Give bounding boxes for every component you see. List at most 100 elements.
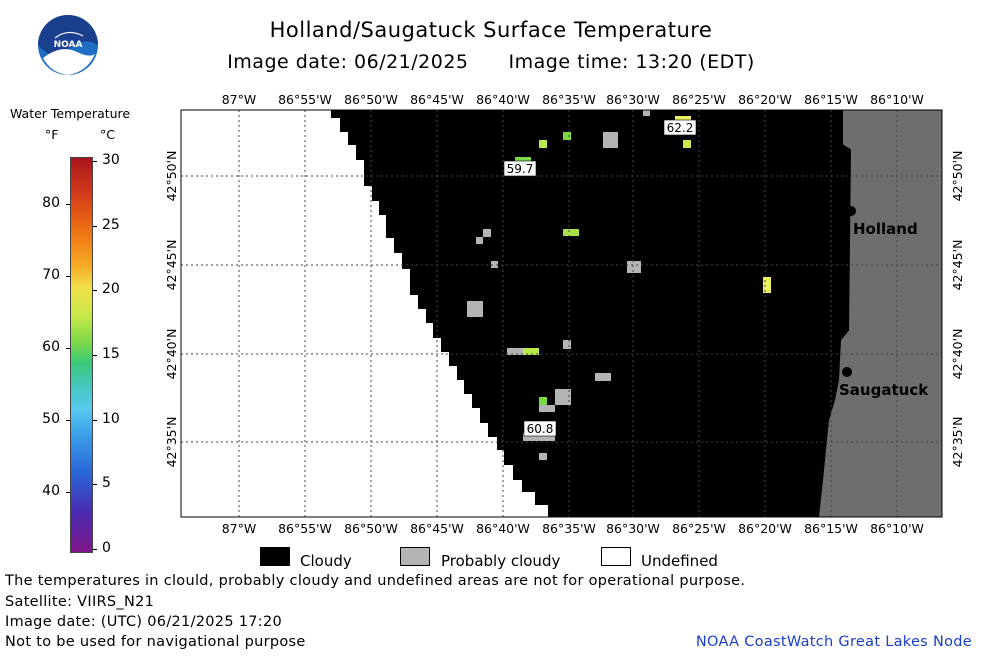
cloudy-swatch — [260, 547, 290, 566]
saugatuck-marker-icon — [842, 367, 852, 377]
temperature-pixel — [515, 157, 531, 163]
lat-labels-right: 42°50'N 42°45'N 42°40'N 42°35'N — [950, 151, 965, 468]
fahrenheit-tick-label: 40 — [42, 482, 60, 499]
lon-label: 86°30'W — [606, 92, 660, 107]
temp-label: 60.8 — [527, 422, 554, 436]
lon-label: 86°45'W — [410, 92, 464, 107]
probably-cloudy-patch — [563, 340, 571, 349]
probably-cloudy-swatch — [400, 547, 430, 566]
lon-label: 86°15'W — [804, 521, 858, 536]
fahrenheit-tick-label: 60 — [42, 338, 60, 355]
celsius-tick-mark — [93, 549, 97, 550]
probably-cloudy-label: Probably cloudy — [441, 552, 561, 570]
lon-label: 86°20'W — [738, 92, 792, 107]
probably-cloudy-patch — [523, 433, 555, 441]
map-frame — [180, 109, 943, 518]
temperature-pixel — [539, 140, 547, 148]
celsius-tick-label: 10 — [102, 410, 120, 427]
unit-fahrenheit: °F — [45, 127, 59, 142]
lon-label: 86°45'W — [410, 521, 464, 536]
lat-label: 42°50'N — [164, 151, 179, 202]
lon-label: 86°55'W — [278, 521, 332, 536]
probably-cloudy-patch — [539, 453, 547, 460]
image-date: Image date: 06/21/2025 — [227, 51, 469, 73]
fahrenheit-tick-label: 80 — [42, 195, 60, 212]
probably-cloudy-patch — [539, 405, 555, 412]
lon-label: 86°50'W — [344, 92, 398, 107]
noaa-logo-icon: NOAA — [38, 15, 98, 75]
probably-cloudy-patch — [507, 348, 531, 355]
celsius-tick-label: 15 — [102, 346, 120, 362]
lon-label: 87°W — [222, 521, 257, 536]
lon-label: 86°40'W — [476, 92, 530, 107]
lon-label: 86°35'W — [542, 521, 596, 536]
undefined-label: Undefined — [641, 552, 718, 570]
lon-label: 86°55'W — [278, 92, 332, 107]
celsius-tick-mark — [93, 355, 97, 356]
operational-note: The temperatures in clould, probably clo… — [5, 573, 746, 589]
lat-label: 42°35'N — [164, 417, 179, 468]
map-title: Holland/Saugatuck Surface Temperature — [269, 18, 713, 42]
probably-cloudy-patch — [643, 110, 650, 116]
fahrenheit-tick-mark — [66, 491, 70, 493]
holland-marker-icon — [846, 206, 856, 216]
celsius-tick-mark — [93, 419, 97, 421]
navigation-note: Not to be used for navigational purpose — [5, 634, 306, 650]
probably-cloudy-patch — [483, 229, 491, 237]
city-label-saugatuck: Saugatuck — [839, 381, 929, 399]
lon-label: 86°40'W — [476, 521, 530, 536]
probably-cloudy-patch — [476, 237, 483, 244]
lat-gridlines — [181, 175, 942, 443]
lon-label: 86°35'W — [542, 92, 596, 107]
lon-label: 86°50'W — [344, 521, 398, 536]
shoreline — [817, 110, 852, 518]
undefined-swatch — [601, 547, 631, 566]
logo-text: NOAA — [54, 40, 83, 50]
fahrenheit-tick-mark — [66, 347, 70, 349]
temperature-colorbar — [70, 157, 93, 553]
lat-label: 42°40'N — [164, 329, 179, 380]
lat-label: 42°50'N — [950, 151, 965, 202]
image-datetime: Image date: 06/21/2025 Image time: 13:20 … — [0, 51, 982, 73]
land-area — [818, 110, 942, 517]
unit-celsius: °C — [100, 127, 115, 142]
cloudy-label: Cloudy — [300, 552, 352, 570]
celsius-tick-label: 5 — [102, 475, 111, 492]
lat-label: 42°35'N — [950, 417, 965, 468]
fahrenheit-tick-label: 50 — [42, 410, 60, 427]
lon-label: 86°10'W — [870, 521, 924, 536]
lon-label: 86°25'W — [672, 521, 726, 536]
lat-labels-left: 42°50'N 42°45'N 42°40'N 42°35'N — [164, 151, 179, 468]
probably-cloudy-patch — [467, 301, 483, 317]
lon-label: 87°W — [222, 92, 257, 107]
lon-label: 86°20'W — [738, 521, 792, 536]
temperature-pixel — [683, 140, 691, 148]
fahrenheit-tick-mark — [66, 419, 70, 421]
probably-cloudy-patch — [595, 373, 611, 381]
fahrenheit-tick-label: 70 — [42, 266, 60, 283]
temperature-pixel — [563, 132, 571, 140]
image-time: Image time: 13:20 (EDT) — [508, 51, 755, 73]
lon-label: 86°30'W — [606, 521, 660, 536]
city-label-holland: Holland — [853, 220, 918, 238]
celsius-tick-label: 25 — [102, 216, 120, 233]
probably-cloudy-patch — [555, 389, 571, 405]
cloudy-lake-area — [331, 110, 850, 517]
celsius-tick-label: 20 — [102, 281, 120, 298]
lat-label: 42°45'N — [164, 240, 179, 291]
probably-cloudy-patch — [491, 261, 498, 268]
celsius-tick-mark — [93, 290, 97, 292]
fahrenheit-tick-mark — [66, 204, 70, 206]
probably-cloudy-patches — [467, 110, 650, 460]
legend-title: Water Temperature — [10, 106, 131, 121]
credit-link[interactable]: NOAA CoastWatch Great Lakes Node — [695, 634, 972, 650]
lat-label: 42°40'N — [950, 329, 965, 380]
lon-label: 86°25'W — [672, 92, 726, 107]
probably-cloudy-patch — [627, 261, 641, 273]
utc-date: Image date: (UTC) 06/21/2025 17:20 — [5, 614, 283, 630]
celsius-tick-mark — [93, 225, 97, 227]
probably-cloudy-patch — [603, 132, 618, 148]
temperature-pixel — [539, 397, 547, 405]
celsius-tick-label: 0 — [102, 540, 111, 556]
